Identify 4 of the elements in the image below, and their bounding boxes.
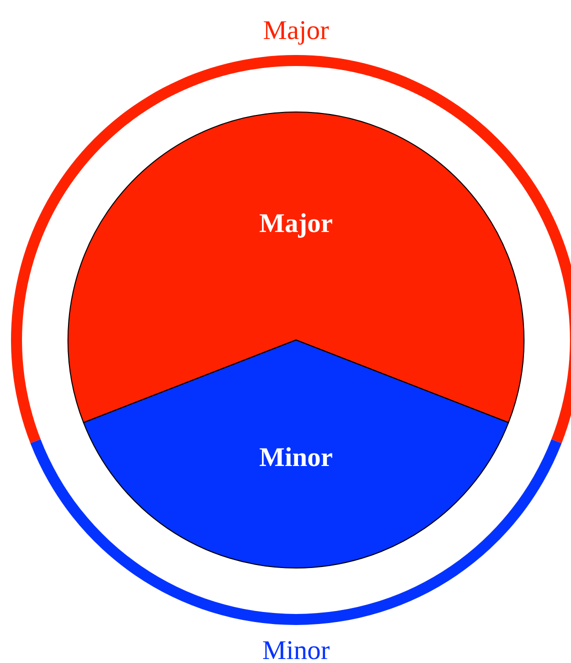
slice-label: Minor xyxy=(262,635,330,663)
slice-label: Major xyxy=(263,15,329,45)
slice-label: Minor xyxy=(259,442,333,472)
slice-label: Major xyxy=(259,208,333,238)
